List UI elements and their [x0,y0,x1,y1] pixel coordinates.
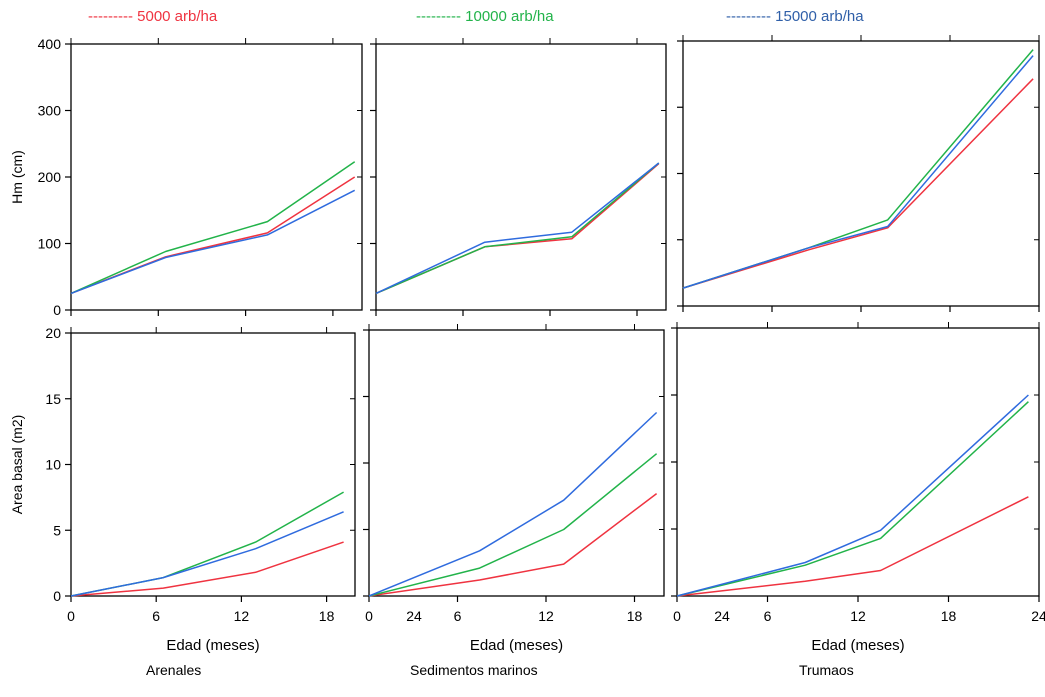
site-label-sedimentos-marinos: Sedimentos marinos [410,662,538,678]
legend-label-15000: 15000 arb/ha [775,8,864,25]
plot-frame [682,40,1040,307]
y-tick-label: 20 [45,325,61,341]
x-tick-label: 12 [538,608,554,624]
site-label-arenales: Arenales [146,662,202,678]
legend-item-15000: --------- 15000 arb/ha [726,8,864,25]
series-line-15000 [70,511,344,597]
series-line-10000 [368,453,658,597]
x-axis-label: Edad (meses) [811,637,904,654]
x-tick-label: 6 [152,608,160,624]
panel-4: 0 5 10 15 20 0 6 12 18 Area basal (m2) Edad (meses… [9,325,356,654]
x-tick-label: 18 [627,608,643,624]
plot-frame [368,329,665,597]
x-axis-label: Edad (meses) [166,637,259,654]
panel-1: 0 100 200 300 400 Hm (cm) [9,36,363,318]
y-tick-label: 15 [45,391,61,407]
y-tick-label: 200 [38,169,62,185]
x-tick-label: 18 [319,608,335,624]
panel-2 [370,38,667,316]
legend-label-5000: 5000 arb/ha [137,8,218,25]
y-tick-label: 100 [38,236,62,252]
x-tick-label: 12 [234,608,250,624]
y-axis-label: Hm (cm) [9,150,25,204]
plot-frame [70,43,363,311]
series-line-5000 [70,176,356,295]
y-tick-label: 5 [53,522,61,538]
y-tick-label: 10 [45,457,61,473]
x-tick-label: 0 [67,608,75,624]
legend-dash-10000: --------- [416,8,461,25]
y-axis-label: Area basal (m2) [9,415,25,515]
series-line-15000 [375,162,660,295]
x-tick-label-origin: 0 [365,608,373,624]
series-line-15000 [676,394,1029,597]
legend-label-10000: 10000 arb/ha [465,8,554,25]
y-tick-label: 0 [53,588,61,604]
series-line-15000 [368,411,658,597]
series-line-10000 [682,49,1034,289]
series-line-5000 [682,78,1034,289]
x-tick-label: 6 [454,608,462,624]
panel-5: 24 6 12 18 0 Edad (meses) [363,324,665,654]
x-axis-label: Edad (meses) [470,637,563,654]
x-tick-label: 24 [406,608,422,624]
legend-item-5000: --------- 5000 arb/ha [88,8,217,25]
x-tick-label: 24 [714,608,730,624]
x-tick-label: 6 [764,608,772,624]
y-tick-label: 0 [53,302,61,318]
plot-frame [70,332,356,597]
plot-frame [375,43,667,311]
y-tick-label: 400 [38,36,62,52]
x-tick-label: 24 [1031,608,1045,624]
panel-3 [677,35,1040,312]
legend-dash-5000: --------- [88,8,133,25]
panel-6: 24 6 12 18 24 0 Edad (meses) [671,322,1045,654]
series-line-15000 [682,55,1034,289]
series-line-5000 [676,496,1029,597]
legend-dash-15000: --------- [726,8,771,25]
site-label-trumaos: Trumaos [799,662,854,678]
legend-item-10000: --------- 10000 arb/ha [416,8,554,25]
series-line-15000 [70,189,356,295]
series-line-5000 [70,541,344,597]
series-line-10000 [676,401,1029,597]
x-tick-label: 18 [941,608,957,624]
plot-frame [676,327,1040,597]
x-tick-label: 12 [850,608,866,624]
x-tick-label-origin: 0 [673,608,681,624]
series-line-5000 [368,493,658,597]
series-line-10000 [70,161,356,295]
series-line-10000 [375,162,660,295]
y-tick-label: 300 [38,103,62,119]
